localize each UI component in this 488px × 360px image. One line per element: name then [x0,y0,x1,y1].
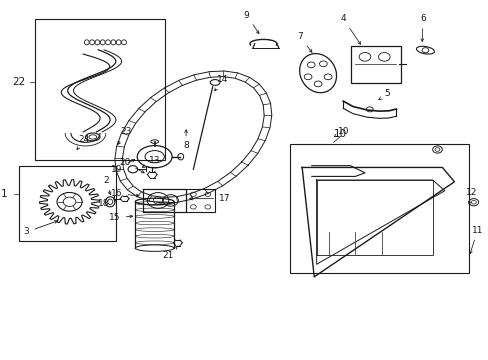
Text: 3: 3 [23,221,57,237]
Text: 5: 5 [378,89,389,100]
Text: 21: 21 [162,246,178,260]
Text: 15: 15 [109,213,132,222]
Text: 1: 1 [0,189,7,199]
Text: 14: 14 [214,75,227,91]
Text: 12: 12 [465,188,476,204]
Bar [289,144,468,273]
Text: 6: 6 [419,14,425,41]
Text: 16: 16 [111,189,139,198]
Text: 10: 10 [334,127,348,136]
Bar [35,19,165,160]
Text: 4: 4 [340,14,360,44]
Text: 2: 2 [103,176,111,195]
Text: 11: 11 [468,226,483,254]
Text: 13: 13 [142,156,160,167]
Bar [19,166,116,241]
Text: 7: 7 [296,32,311,52]
Text: 19: 19 [111,159,134,174]
Text: 20: 20 [119,158,144,173]
Text: 24: 24 [77,135,90,150]
Text: 8: 8 [183,130,188,150]
Text: 9: 9 [243,10,259,33]
Text: 22: 22 [13,77,26,87]
Text: 10: 10 [334,129,346,139]
Text: 17: 17 [189,194,230,203]
Text: 23: 23 [118,127,132,144]
Text: 18: 18 [98,199,116,208]
